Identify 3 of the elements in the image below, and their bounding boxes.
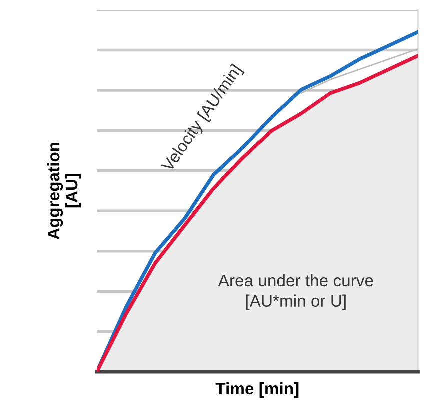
y-axis-title: Aggregation [AU] xyxy=(47,142,82,240)
x-axis-title: Time [min] xyxy=(216,382,299,398)
annotation: Area under the curve [AU*min or U] xyxy=(218,274,374,310)
